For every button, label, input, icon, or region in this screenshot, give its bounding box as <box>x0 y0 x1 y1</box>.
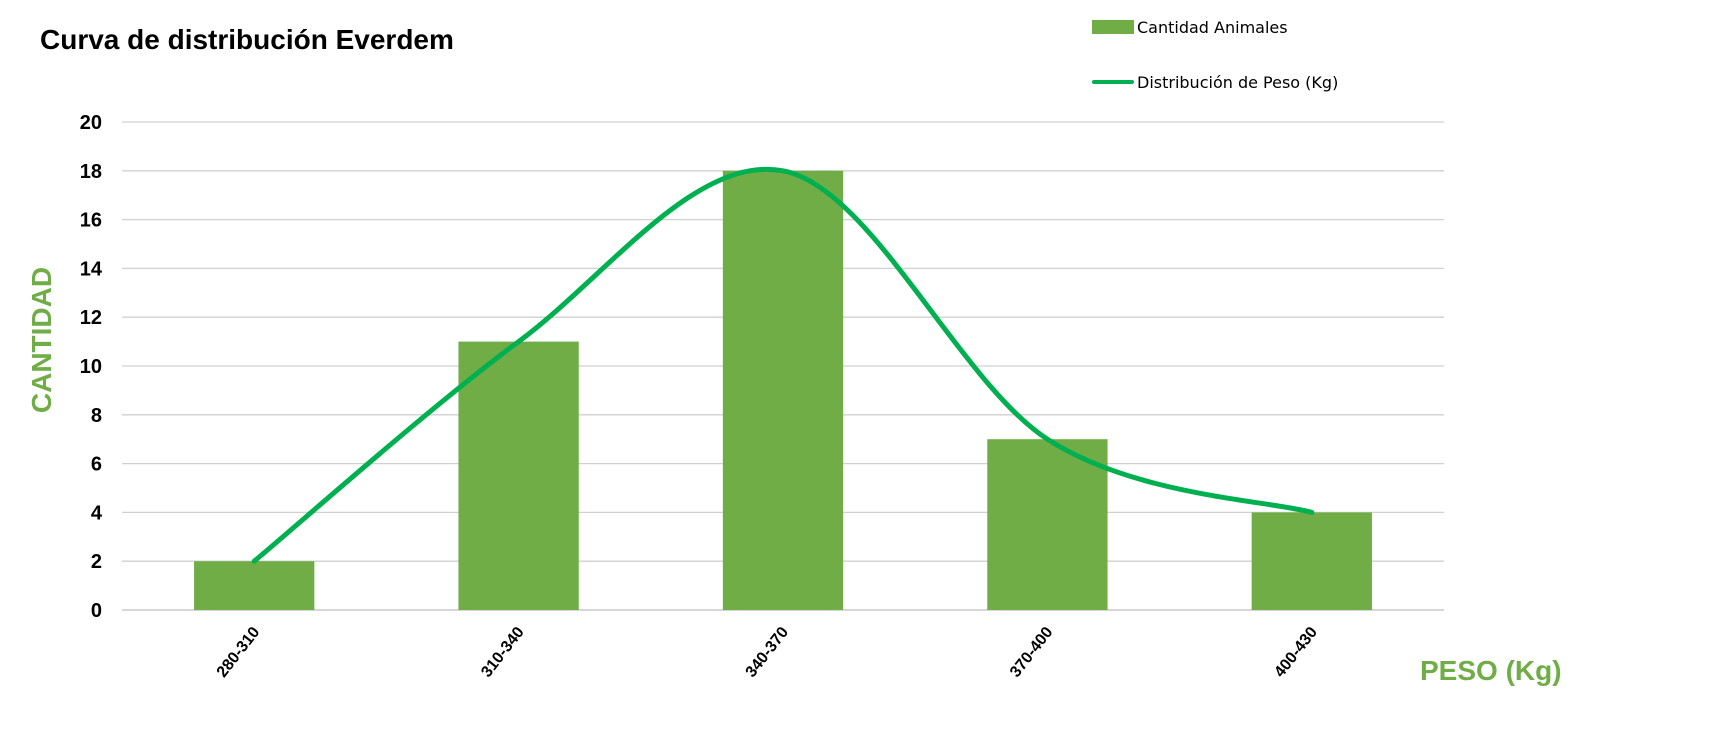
y-tick-label: 16 <box>80 210 102 232</box>
y-tick-label: 6 <box>91 454 102 476</box>
x-axis-ticks: 280-310 310-340 340-370 370-400 400-430 <box>214 624 1321 681</box>
y-tick-label: 18 <box>80 161 102 183</box>
x-tick-label: 310-340 <box>478 624 528 681</box>
legend-item-bar: Cantidad Animales <box>1092 15 1288 39</box>
distribution-line <box>251 166 1315 564</box>
x-tick-label: 340-370 <box>743 624 793 681</box>
chart-title: Curva de distribución Everdem <box>40 24 454 55</box>
bar <box>987 439 1108 610</box>
bar-series <box>194 170 1372 611</box>
y-tick-label: 10 <box>80 356 102 378</box>
bar <box>1251 512 1372 610</box>
legend-swatch-bar <box>1092 20 1134 34</box>
x-axis-label: PESO (Kg) <box>1420 655 1562 686</box>
y-tick-label: 14 <box>80 258 103 280</box>
y-tick-label: 0 <box>91 600 102 622</box>
y-tick-label: 20 <box>80 112 102 134</box>
bar <box>194 561 315 610</box>
x-tick-label: 280-310 <box>214 624 264 681</box>
y-axis-ticks: 0 2 4 6 8 10 12 14 16 18 20 <box>80 112 103 622</box>
y-tick-label: 8 <box>91 405 102 427</box>
y-tick-label: 2 <box>91 551 102 573</box>
bar <box>458 341 579 610</box>
y-tick-label: 4 <box>91 502 103 524</box>
line-series <box>251 166 1315 564</box>
legend-label-line: Distribución de Peso (Kg) <box>1137 72 1339 92</box>
legend-label-bar: Cantidad Animales <box>1137 17 1288 37</box>
bar <box>722 170 844 611</box>
legend-item-line: Distribución de Peso (Kg) <box>1092 70 1338 94</box>
x-tick-label: 370-400 <box>1007 624 1057 681</box>
y-tick-label: 12 <box>80 307 102 329</box>
x-tick-label: 400-430 <box>1271 624 1321 681</box>
legend-swatch-line <box>1092 80 1134 84</box>
